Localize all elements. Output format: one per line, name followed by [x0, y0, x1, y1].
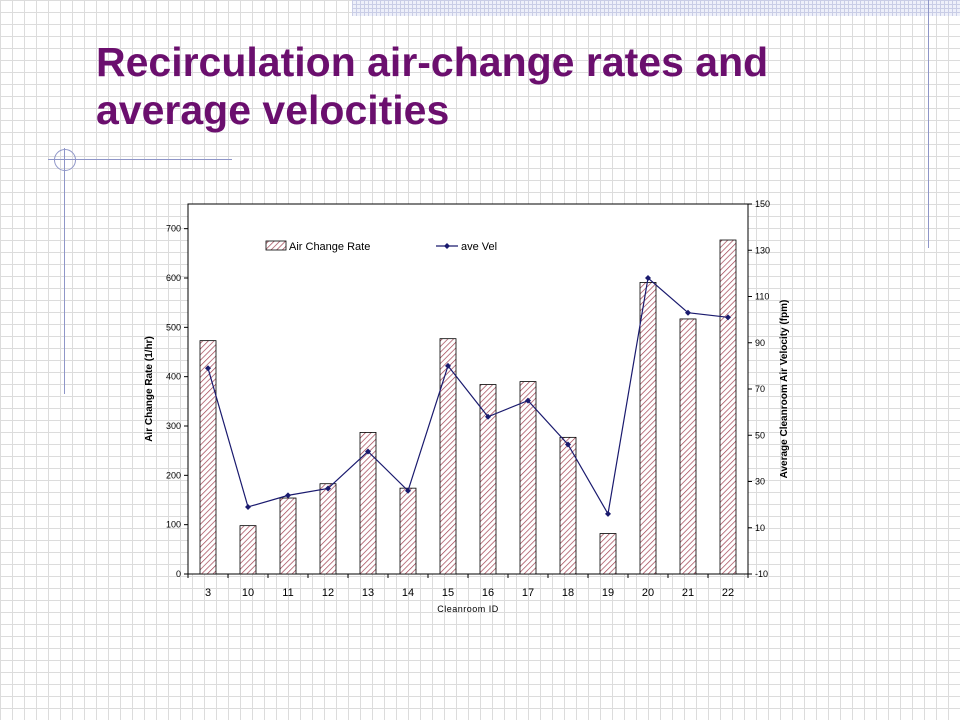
- x-tick-label: 20: [642, 587, 654, 599]
- series-point: [725, 314, 731, 321]
- series-point: [445, 362, 451, 369]
- series-point: [685, 309, 691, 316]
- bar: [719, 239, 737, 575]
- bar: [479, 384, 497, 575]
- y2-tick-label: 10: [755, 523, 765, 533]
- bar: [319, 483, 337, 575]
- y-tick-label: 600: [166, 273, 181, 283]
- slide-title: Recirculation air-change rates and avera…: [96, 39, 769, 133]
- y2-tick-label: 130: [755, 245, 770, 255]
- series-point: [605, 510, 611, 517]
- y2-tick-label: -10: [755, 569, 768, 579]
- series-point: [525, 397, 531, 404]
- series-point: [365, 448, 371, 455]
- bar: [279, 497, 297, 575]
- y2-tick-label: 70: [755, 384, 765, 394]
- x-tick-label: 14: [402, 587, 414, 599]
- x-tick-label: 22: [722, 587, 734, 599]
- y-tick-label: 300: [166, 421, 181, 431]
- bar: [239, 525, 257, 575]
- legend-label-bar: Air Change Rate: [289, 241, 370, 253]
- y2-tick-label: 50: [755, 430, 765, 440]
- series-point: [565, 441, 571, 448]
- y2-axis-title: Average Cleanroom Air Velocity (fpm): [779, 300, 790, 479]
- series-point: [245, 503, 251, 510]
- bar: [519, 381, 537, 575]
- legend-swatch-marker: [444, 243, 450, 249]
- series-point: [405, 487, 411, 494]
- decor-horizontal-line: [48, 159, 232, 160]
- x-tick-label: 19: [602, 587, 614, 599]
- x-tick-label: 10: [242, 587, 254, 599]
- x-tick-label: 3: [205, 587, 211, 599]
- x-tick-label: 17: [522, 587, 534, 599]
- x-tick-label: 18: [562, 587, 574, 599]
- y-tick-label: 700: [166, 224, 181, 234]
- series-point: [325, 485, 331, 492]
- header-pattern-bar: [352, 0, 960, 16]
- bar: [599, 533, 617, 575]
- y2-tick-label: 30: [755, 477, 765, 487]
- bar: [639, 282, 657, 575]
- y-tick-label: 200: [166, 470, 181, 480]
- bar: [679, 318, 697, 575]
- y2-tick-label: 150: [755, 199, 770, 209]
- series-line: [207, 276, 729, 516]
- y-axis-title: Air Change Rate (1/hr): [144, 336, 155, 442]
- x-tick-label: 11: [282, 587, 293, 599]
- series-point: [485, 413, 491, 420]
- bar: [559, 436, 577, 575]
- y-tick-label: 500: [166, 322, 181, 332]
- decor-vertical-line-right: [928, 0, 929, 248]
- x-axis-title: Cleanroom ID: [437, 604, 499, 614]
- y-tick-label: 100: [166, 520, 181, 530]
- y-tick-label: 0: [176, 569, 181, 579]
- x-tick-label: 15: [442, 587, 454, 599]
- series-point: [285, 492, 291, 499]
- series-point: [205, 365, 211, 372]
- bar: [399, 487, 417, 575]
- y2-tick-label: 90: [755, 338, 765, 348]
- legend-label-line: ave Vel: [461, 241, 497, 253]
- bar: [439, 338, 457, 575]
- decor-vertical-line-left: [64, 148, 65, 394]
- legend-swatch-bar: [265, 240, 287, 251]
- decor-circle: [54, 149, 76, 171]
- bar: [359, 432, 377, 575]
- y2-tick-label: 110: [755, 292, 769, 302]
- x-tick-label: 21: [682, 587, 694, 599]
- x-tick-label: 12: [322, 587, 334, 599]
- bar: [199, 340, 217, 575]
- series-point: [645, 275, 651, 281]
- x-tick-label: 16: [482, 587, 494, 599]
- y-tick-label: 400: [166, 372, 181, 382]
- x-tick-label: 13: [362, 587, 374, 599]
